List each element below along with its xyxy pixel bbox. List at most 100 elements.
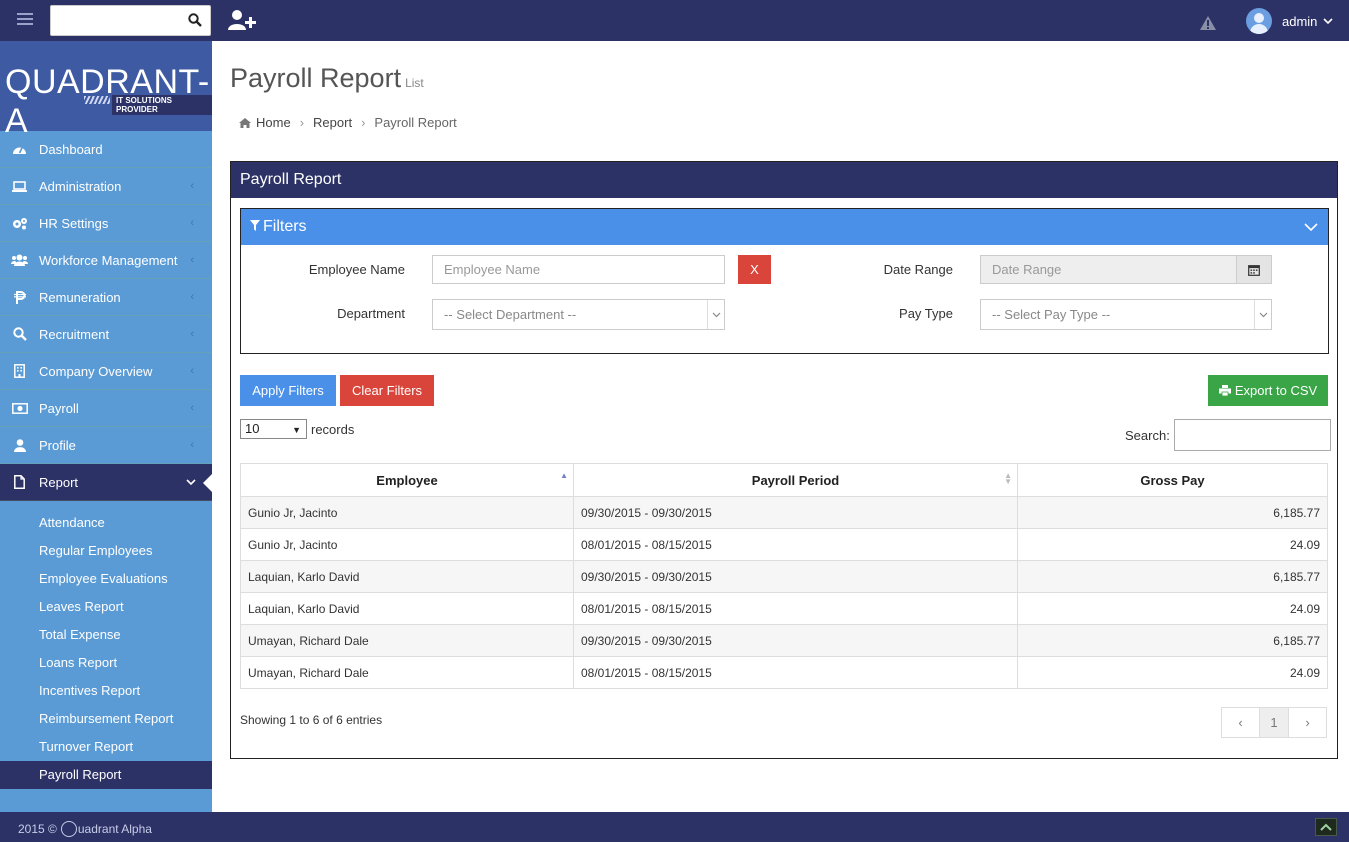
records-length-select[interactable]: 10 ▼ [240, 419, 307, 439]
cell-employee: Umayan, Richard Dale [241, 657, 574, 689]
add-user-icon[interactable] [228, 9, 258, 31]
export-csv-button[interactable]: Export to CSV [1208, 375, 1328, 406]
payroll-table: Employee ▲ Payroll Period ▲ ▼ Gross Pay G… [240, 463, 1328, 689]
table-row[interactable]: Gunio Jr, Jacinto 09/30/2015 - 09/30/201… [241, 497, 1328, 529]
top-search-input[interactable] [51, 6, 181, 35]
cell-gross-pay: 24.09 [1018, 657, 1328, 689]
money-icon [12, 403, 28, 414]
clear-filters-button[interactable]: Clear Filters [340, 375, 434, 406]
submenu-item-attendance[interactable]: Attendance [0, 509, 212, 537]
avatar [1246, 8, 1272, 34]
table-row[interactable]: Umayan, Richard Dale 08/01/2015 - 08/15/… [241, 657, 1328, 689]
sidebar-item-label: Workforce Management [39, 253, 178, 268]
submenu-item-regular-employees[interactable]: Regular Employees [0, 537, 212, 565]
box-title: Payroll Report [231, 162, 1337, 198]
page-title: Payroll Report List [230, 63, 424, 94]
submenu-item-turnover-report[interactable]: Turnover Report [0, 733, 212, 761]
page-subtitle: List [405, 76, 424, 90]
department-label: Department [281, 306, 405, 321]
copyright: 2015 © uadrant Alpha [18, 821, 152, 837]
sidebar-item-label: Recruitment [39, 327, 109, 342]
table-row[interactable]: Laquian, Karlo David 08/01/2015 - 08/15/… [241, 593, 1328, 625]
search-icon[interactable] [188, 13, 202, 27]
caret-down-icon: ▼ [292, 421, 301, 439]
chevron-left-icon: ‹ [190, 217, 194, 229]
sort-asc-icon: ▲ [560, 473, 568, 479]
sidebar-item-workforce-management[interactable]: Workforce Management ‹ [0, 242, 212, 279]
submenu-item-reimbursement-report[interactable]: Reimbursement Report [0, 705, 212, 733]
sidebar-item-hr-settings[interactable]: HR Settings ‹ [0, 205, 212, 242]
sidebar-item-payroll[interactable]: Payroll ‹ [0, 390, 212, 427]
submenu-item-incentives-report[interactable]: Incentives Report [0, 677, 212, 705]
sidebar-item-profile[interactable]: Profile ‹ [0, 427, 212, 464]
apply-filters-button[interactable]: Apply Filters [240, 375, 336, 406]
sidebar-item-label: HR Settings [39, 216, 108, 231]
cell-period: 09/30/2015 - 09/30/2015 [574, 625, 1018, 657]
top-bar: admin [0, 0, 1349, 41]
filter-icon [250, 220, 260, 231]
pay-type-select[interactable]: -- Select Pay Type -- [980, 299, 1272, 330]
hamburger-icon[interactable] [17, 13, 33, 27]
submenu-item-employee-evaluations[interactable]: Employee Evaluations [0, 565, 212, 593]
copyright-prefix: 2015 © [18, 822, 57, 836]
next-page-button[interactable]: › [1289, 708, 1326, 737]
calendar-icon [1248, 264, 1260, 276]
chevron-left-icon: ‹ [190, 254, 194, 266]
user-menu[interactable]: admin [1246, 8, 1333, 34]
chevron-left-icon: ‹ [190, 291, 194, 303]
date-range-input[interactable] [980, 255, 1237, 284]
cell-gross-pay: 6,185.77 [1018, 497, 1328, 529]
filters-header[interactable]: Filters [241, 209, 1328, 245]
clear-employee-button[interactable]: X [738, 255, 771, 284]
search-icon [13, 327, 27, 341]
breadcrumb-home[interactable]: Home [256, 115, 291, 130]
building-icon [14, 364, 25, 378]
logo-tagline: IT SOLUTIONS PROVIDER [112, 95, 212, 115]
department-select[interactable]: -- Select Department -- [432, 299, 725, 330]
sidebar-item-company-overview[interactable]: Company Overview ‹ [0, 353, 212, 390]
gears-icon [12, 217, 28, 230]
sidebar-item-recruitment[interactable]: Recruitment ‹ [0, 316, 212, 353]
submenu-item-total-expense[interactable]: Total Expense [0, 621, 212, 649]
cell-employee: Laquian, Karlo David [241, 561, 574, 593]
breadcrumb-report[interactable]: Report [313, 115, 352, 130]
chevron-down-icon[interactable] [1304, 209, 1318, 245]
breadcrumb: Home › Report › Payroll Report [239, 115, 457, 130]
breadcrumb-separator: › [361, 115, 365, 130]
cell-gross-pay: 24.09 [1018, 593, 1328, 625]
chevron-up-icon [1320, 823, 1332, 831]
pagination: ‹ 1 › [1221, 707, 1327, 738]
chevron-left-icon: ‹ [190, 365, 194, 377]
page-1-button[interactable]: 1 [1259, 708, 1289, 737]
calendar-button[interactable] [1236, 255, 1272, 284]
submenu-item-loans-report[interactable]: Loans Report [0, 649, 212, 677]
cell-employee: Laquian, Karlo David [241, 593, 574, 625]
sidebar-item-remuneration[interactable]: Remuneration ‹ [0, 279, 212, 316]
table-row[interactable]: Umayan, Richard Dale 09/30/2015 - 09/30/… [241, 625, 1328, 657]
dashboard-icon [12, 143, 27, 155]
sidebar-item-dashboard[interactable]: Dashboard [0, 131, 212, 168]
prev-page-button[interactable]: ‹ [1222, 708, 1259, 737]
cell-gross-pay: 6,185.77 [1018, 561, 1328, 593]
active-indicator [203, 474, 212, 492]
column-header-label: Gross Pay [1140, 473, 1204, 488]
chevron-left-icon: ‹ [190, 439, 194, 451]
submenu-item-payroll-report[interactable]: Payroll Report [0, 761, 212, 789]
table-row[interactable]: Laquian, Karlo David 09/30/2015 - 09/30/… [241, 561, 1328, 593]
column-header-employee[interactable]: Employee ▲ [241, 464, 574, 497]
sidebar-item-administration[interactable]: Administration ‹ [0, 168, 212, 205]
brand-logo[interactable]: QUADRANT-A IT SOLUTIONS PROVIDER [0, 41, 212, 131]
table-search-input[interactable] [1174, 419, 1331, 451]
employee-name-input[interactable] [432, 255, 725, 284]
table-row[interactable]: Gunio Jr, Jacinto 08/01/2015 - 08/15/201… [241, 529, 1328, 561]
column-header-gross-pay[interactable]: Gross Pay [1018, 464, 1328, 497]
table-search: Search: [1125, 419, 1331, 451]
scroll-top-button[interactable] [1315, 818, 1337, 836]
column-header-payroll-period[interactable]: Payroll Period ▲ ▼ [574, 464, 1018, 497]
user-name: admin [1282, 14, 1317, 29]
submenu-item-leaves-report[interactable]: Leaves Report [0, 593, 212, 621]
chevron-down-icon [712, 312, 721, 318]
warning-icon[interactable] [1200, 16, 1216, 30]
date-range-label: Date Range [841, 262, 953, 277]
sidebar-item-report[interactable]: Report [0, 464, 212, 501]
